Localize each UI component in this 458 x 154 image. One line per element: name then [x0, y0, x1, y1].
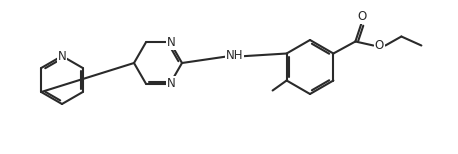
Text: N: N [58, 49, 66, 63]
Text: NH: NH [225, 49, 243, 62]
Text: N: N [167, 36, 175, 49]
Text: O: O [358, 10, 367, 23]
Text: N: N [167, 77, 175, 90]
Text: O: O [375, 39, 384, 52]
